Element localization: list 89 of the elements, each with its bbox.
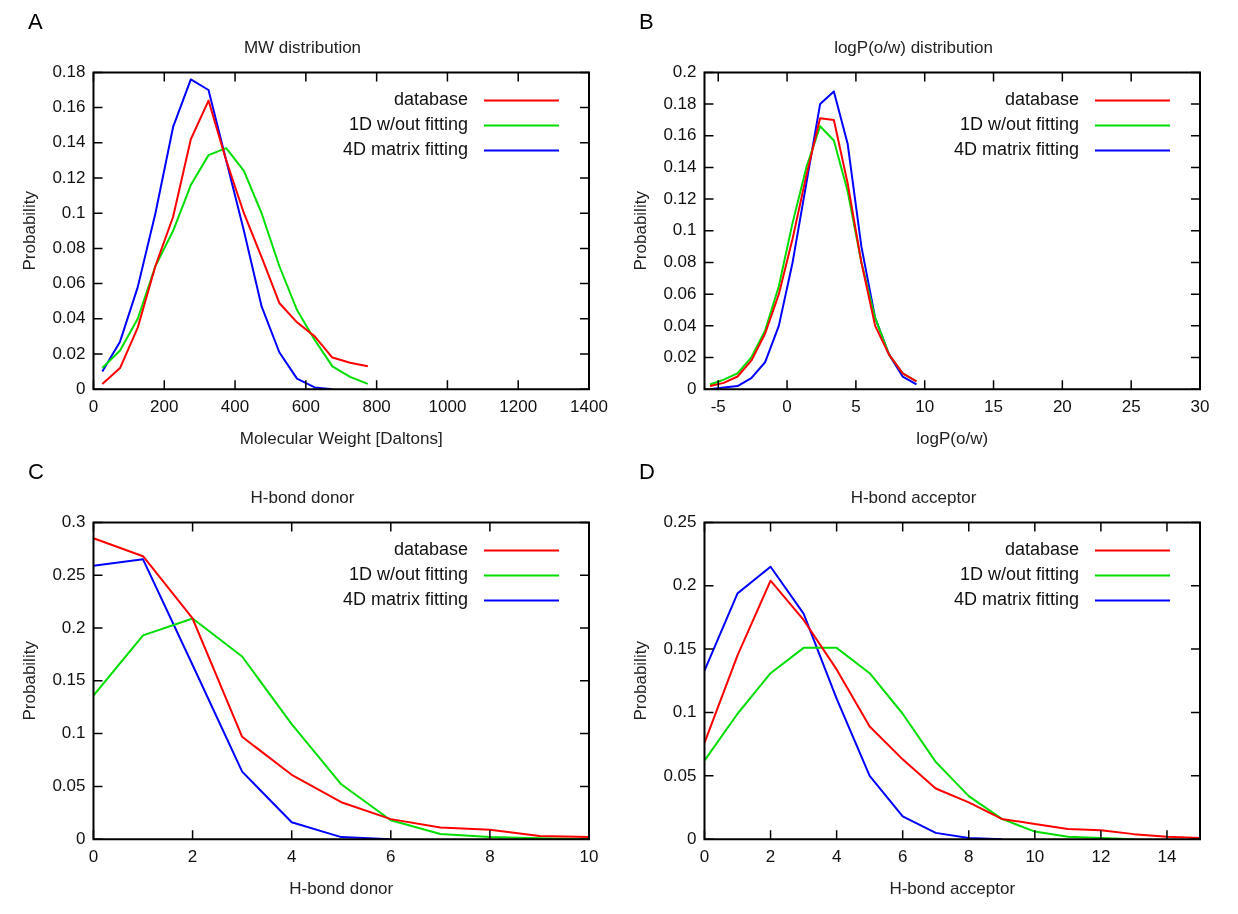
x-tick-label: 8: [485, 847, 495, 867]
y-tick-label: 0.2: [672, 62, 697, 82]
legend-label: 4D matrix fitting: [342, 139, 468, 160]
x-tick-label: 6: [897, 847, 908, 867]
chart-title: logP(o/w) distribution: [834, 37, 993, 57]
y-tick-label: 0.08: [663, 252, 697, 272]
y-axis-title: Probability: [19, 640, 39, 721]
y-axis-title: Probability: [630, 640, 650, 721]
x-tick-label: 10: [579, 847, 599, 867]
y-tick-label: 0.3: [61, 512, 86, 532]
x-tick-label: 14: [1157, 847, 1177, 867]
x-tick-label: 1000: [428, 397, 467, 417]
y-tick-label: 0: [76, 378, 86, 398]
x-axis-title: Molecular Weight [Daltons]: [239, 429, 443, 449]
y-tick-label: 0: [687, 378, 697, 398]
legend-label: database: [393, 539, 468, 560]
x-tick-label: 2: [187, 847, 198, 867]
y-tick-label: 0.16: [663, 125, 697, 145]
x-tick-label: 5: [851, 397, 861, 417]
y-axis-title: Probability: [630, 190, 650, 271]
legend-label: database: [1004, 539, 1079, 560]
text: B: [639, 9, 654, 35]
legend-label: 1D w/out fitting: [959, 564, 1079, 585]
y-tick-label: 0.14: [663, 157, 697, 177]
x-tick-label: 10: [1025, 847, 1045, 867]
x-tick-label: 6: [386, 847, 396, 867]
y-tick-label: 0.1: [672, 702, 697, 722]
legend-label: 1D w/out fitting: [959, 114, 1079, 135]
y-tick-label: 0.06: [52, 273, 86, 293]
y-tick-label: 0.25: [52, 564, 86, 584]
legend-label: 4D matrix fitting: [342, 589, 468, 610]
y-tick-label: 0.1: [672, 220, 697, 240]
y-tick-label: 0.04: [663, 315, 697, 335]
y-tick-label: 0.16: [52, 97, 86, 117]
y-axis-title: Probability: [19, 190, 39, 271]
y-tick-label: 0.02: [52, 343, 86, 363]
legend-label: 1D w/out fitting: [348, 564, 468, 585]
y-tick-label: 0.12: [52, 167, 86, 187]
chart-title: H-bond acceptor: [850, 487, 977, 507]
x-tick-label: 4: [286, 847, 297, 867]
x-tick-label: 1400: [570, 397, 608, 417]
y-tick-label: 0.1: [61, 202, 86, 222]
y-tick-label: 0.18: [52, 62, 86, 82]
x-tick-label: 600: [291, 397, 321, 417]
y-tick-label: 0.05: [663, 765, 697, 785]
y-tick-label: 0.15: [52, 670, 86, 690]
legend-label: 1D w/out fitting: [348, 114, 468, 135]
x-tick-label: 15: [984, 397, 1003, 417]
x-tick-label: 20: [1052, 397, 1072, 417]
x-tick-label: -5: [710, 397, 726, 417]
y-tick-label: 0.02: [663, 347, 697, 367]
text: C: [28, 459, 44, 485]
x-tick-label: 30: [1190, 397, 1210, 417]
y-tick-label: 0.04: [52, 308, 86, 328]
chart-title: MW distribution: [243, 37, 362, 57]
legend-label: 4D matrix fitting: [953, 589, 1079, 610]
x-tick-label: 400: [220, 397, 250, 417]
y-tick-label: 0.14: [52, 132, 86, 152]
text: D: [639, 459, 655, 485]
legend-label: 4D matrix fitting: [953, 139, 1079, 160]
text: A: [28, 9, 43, 35]
y-tick-label: 0.06: [663, 283, 697, 303]
chart-title: H-bond donor: [250, 487, 355, 507]
x-tick-label: 4: [831, 847, 842, 867]
x-tick-label: 25: [1121, 397, 1141, 417]
y-tick-label: 0.2: [61, 617, 86, 637]
x-tick-label: 1200: [499, 397, 538, 417]
x-tick-label: 12: [1091, 847, 1111, 867]
y-tick-label: 0.05: [52, 776, 86, 796]
y-tick-label: 0.12: [663, 188, 697, 208]
legend-label: database: [393, 89, 468, 110]
x-axis-title: logP(o/w): [916, 429, 989, 449]
x-tick-label: 0: [782, 397, 792, 417]
y-tick-label: 0.1: [61, 723, 86, 743]
x-tick-label: 10: [915, 397, 935, 417]
x-axis-title: H-bond acceptor: [889, 879, 1016, 899]
x-tick-label: 800: [362, 397, 391, 417]
y-tick-label: 0.08: [52, 238, 86, 258]
y-tick-label: 0.18: [663, 93, 697, 113]
x-axis-title: H-bond donor: [289, 879, 394, 899]
x-tick-label: 8: [964, 847, 974, 867]
y-tick-label: 0: [76, 828, 86, 848]
x-tick-label: 2: [765, 847, 776, 867]
x-tick-label: 200: [150, 397, 179, 417]
y-tick-label: 0.2: [672, 575, 697, 595]
y-tick-label: 0.25: [663, 512, 697, 532]
y-tick-label: 0: [687, 828, 697, 848]
y-tick-label: 0.15: [663, 638, 697, 658]
legend-label: database: [1004, 89, 1079, 110]
